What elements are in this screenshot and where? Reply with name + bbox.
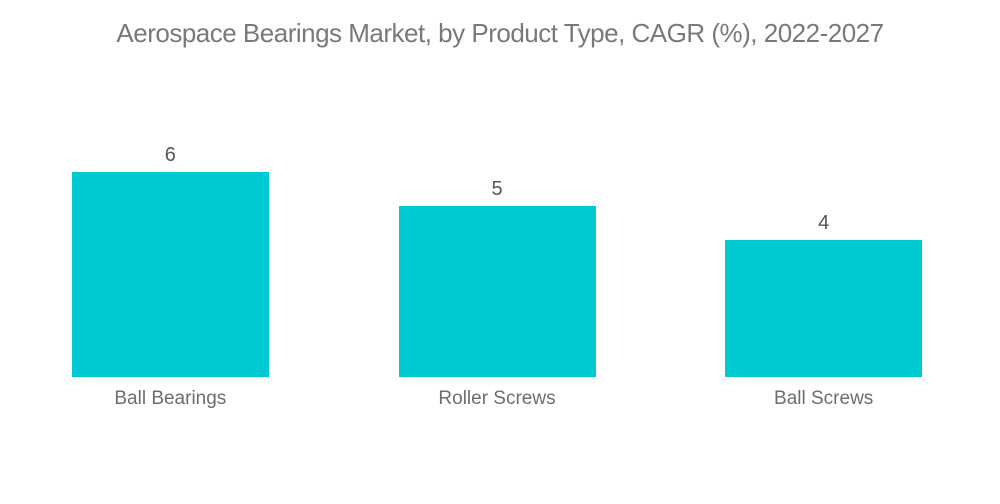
bar-group-ball-bearings: 6 Ball Bearings <box>7 143 334 411</box>
bar <box>398 206 596 377</box>
bar <box>725 240 923 377</box>
value-label: 4 <box>818 212 830 234</box>
chart-title: Aerospace Bearings Market, by Product Ty… <box>116 18 884 48</box>
plot-area: 6 Ball Bearings 5 Roller Screws 4 Ball S… <box>7 143 987 411</box>
bar <box>71 172 269 377</box>
bar-group-roller-screws: 5 Roller Screws <box>334 143 661 411</box>
category-label: Roller Screws <box>438 388 556 409</box>
bar-group-ball-screws: 4 Ball Screws <box>660 143 987 411</box>
value-label: 5 <box>491 178 503 200</box>
value-label: 6 <box>164 144 176 166</box>
category-label: Ball Screws <box>774 388 874 409</box>
category-label: Ball Bearings <box>114 388 227 409</box>
